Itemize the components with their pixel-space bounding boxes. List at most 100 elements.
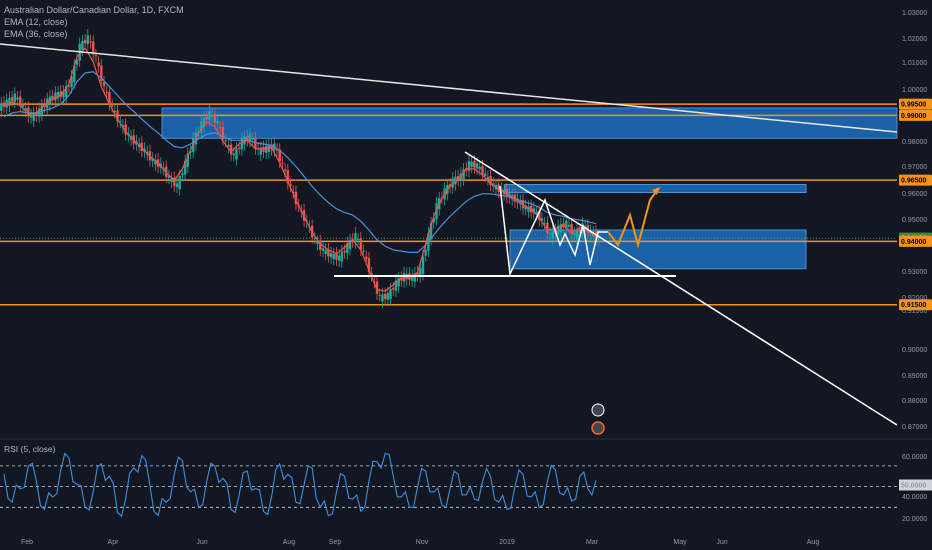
candle-body xyxy=(110,105,114,107)
candle-body xyxy=(497,184,500,192)
candle-body xyxy=(10,97,14,101)
candle-body xyxy=(578,229,581,232)
candle-body xyxy=(424,249,427,256)
price-axis-label: 1.03000 xyxy=(902,10,927,17)
candle-body xyxy=(235,148,238,160)
candle-body xyxy=(13,93,17,102)
time-axis-label: Sep xyxy=(329,539,342,546)
ema-lines xyxy=(3,47,597,292)
trend-drawings[interactable] xyxy=(0,43,898,426)
rsi-axis-label: 50.0000 xyxy=(901,483,926,490)
candle-body xyxy=(92,41,95,55)
candle-body xyxy=(327,249,330,257)
candle-body xyxy=(365,256,368,259)
price-axis-label: 1.01000 xyxy=(902,60,927,67)
candle-body xyxy=(589,230,592,235)
candle-body xyxy=(154,160,157,165)
candle-body xyxy=(432,218,436,223)
candle-body xyxy=(535,211,538,215)
candle-body xyxy=(19,96,22,107)
ema-slow-legend[interactable]: EMA (36, close) xyxy=(4,29,68,39)
price-tag: 0.91500 xyxy=(899,299,932,311)
candle-body xyxy=(313,238,317,240)
price-tag: 0.99000 xyxy=(899,109,932,121)
ema-fast-legend[interactable]: EMA (12, close) xyxy=(4,17,68,27)
candle-body xyxy=(181,173,184,176)
ema-fast-line[interactable] xyxy=(3,47,597,292)
candle-body xyxy=(548,233,552,235)
ema-slow-line[interactable] xyxy=(3,71,597,253)
candle-body xyxy=(397,278,400,287)
candle-body xyxy=(73,65,76,83)
candle-body xyxy=(113,111,117,113)
candle-body xyxy=(189,150,192,153)
candle-body xyxy=(29,114,33,118)
candle-body xyxy=(567,224,571,227)
price-axis-label: 0.98000 xyxy=(902,139,927,146)
time-axis-label: Feb xyxy=(21,539,33,546)
forecast-arrowhead xyxy=(652,187,660,195)
long-trendline[interactable] xyxy=(0,43,898,133)
zone-box[interactable] xyxy=(161,107,898,139)
candle-body xyxy=(5,99,8,108)
price-axis[interactable]: 1.03000 1.02000 1.01000 1.00000 0.98000 0.970… xyxy=(902,10,927,431)
candle-body xyxy=(540,218,544,221)
dividend-event-icon[interactable] xyxy=(591,421,605,435)
price-tags: 0.995000.990000.965000.941200.940000.915… xyxy=(899,98,932,311)
candle-body xyxy=(316,241,319,245)
candle-body xyxy=(100,65,103,82)
candle-body xyxy=(35,112,38,116)
candle-body xyxy=(151,158,154,162)
price-tag: 0.96500 xyxy=(899,174,932,186)
descending-trendline[interactable] xyxy=(464,151,898,426)
chart-title[interactable]: Australian Dollar/Canadian Dollar, 1D, F… xyxy=(4,5,184,15)
candle-body xyxy=(551,230,554,240)
event-icons[interactable] xyxy=(591,403,605,435)
rsi-line[interactable] xyxy=(3,452,597,518)
price-axis-label: 0.97000 xyxy=(902,164,927,171)
candle-body xyxy=(140,142,144,151)
candle-body xyxy=(359,238,363,250)
candle-body xyxy=(64,86,68,98)
price-axis-label: 0.89000 xyxy=(902,373,927,380)
candle-body xyxy=(219,127,222,129)
horizontal-levels xyxy=(0,103,897,306)
candle-body xyxy=(470,161,473,167)
zone-box[interactable] xyxy=(509,229,807,270)
time-axis-label: Jun xyxy=(196,539,207,546)
candle-body xyxy=(70,76,73,88)
price-axis-label: 0.91500 xyxy=(902,308,927,315)
candle-body xyxy=(200,121,203,133)
candle-body xyxy=(559,224,563,232)
candle-body xyxy=(89,41,92,43)
price-tag-box xyxy=(899,109,932,121)
candle-body xyxy=(521,200,525,209)
candle-body xyxy=(292,191,295,193)
candle-body xyxy=(59,91,62,97)
earnings-event-icon[interactable] xyxy=(591,403,605,417)
candle-body xyxy=(429,223,433,240)
candle-body xyxy=(378,294,381,296)
price-tag: 0.99500 xyxy=(899,98,932,110)
candle-body xyxy=(337,255,341,261)
forecast-path[interactable] xyxy=(607,191,657,249)
time-axis[interactable]: Feb Apr Jun Aug Sep Nov 2019 Mar May Jun Aug xyxy=(21,539,819,546)
candle-body xyxy=(202,117,206,128)
candle-body xyxy=(375,281,379,294)
candle-body xyxy=(324,249,327,255)
candle-body xyxy=(62,91,65,98)
price-tag-box xyxy=(899,235,932,247)
chart-legend: Australian Dollar/Canadian Dollar, 1D, F… xyxy=(4,4,184,40)
triangle-pattern[interactable] xyxy=(499,185,608,277)
price-tag: 0.94000 xyxy=(899,235,932,247)
time-axis-label: Aug xyxy=(283,539,296,546)
candle-body xyxy=(386,292,390,300)
rsi-legend[interactable]: RSI (5, close) xyxy=(4,444,56,454)
candle-body xyxy=(413,273,417,282)
price-tag-label: 0.96500 xyxy=(901,178,926,185)
candle-body xyxy=(283,169,287,171)
candle-body xyxy=(67,85,71,87)
candle-body xyxy=(275,149,279,151)
candle-body xyxy=(32,112,35,121)
